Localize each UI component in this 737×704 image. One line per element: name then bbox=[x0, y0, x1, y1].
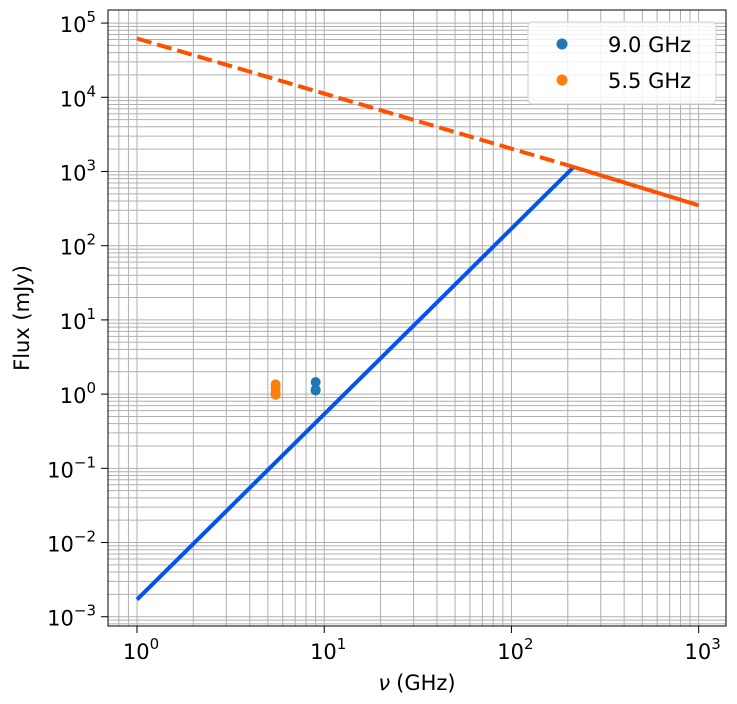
data-point bbox=[310, 377, 321, 388]
x-axis-label-unit: (GHz) bbox=[396, 671, 455, 695]
legend-marker bbox=[556, 38, 568, 50]
data-point bbox=[310, 385, 321, 396]
model-lines bbox=[135, 36, 700, 602]
y-tick-label: 10−3 bbox=[47, 602, 96, 631]
grid bbox=[107, 10, 726, 626]
x-tick-label: 103 bbox=[685, 635, 721, 664]
x-axis-label: ν (GHz) bbox=[378, 671, 455, 695]
x-tick-label: 101 bbox=[310, 635, 346, 664]
legend-label: 9.0 GHz bbox=[608, 33, 691, 57]
data-points bbox=[270, 377, 321, 400]
x-tick-label: 100 bbox=[123, 635, 159, 664]
y-axis-ticks: 10−3 10−2 10−1 100 101 102 103 104 105 bbox=[47, 8, 108, 631]
legend-label: 5.5 GHz bbox=[608, 69, 691, 93]
y-tick-label: 102 bbox=[60, 231, 96, 260]
y-tick-label: 100 bbox=[60, 379, 96, 408]
y-tick-label: 105 bbox=[60, 8, 96, 37]
model-line-solid bbox=[135, 165, 576, 602]
x-axis-label-symbol: ν bbox=[378, 671, 390, 695]
x-axis-ticks: 100 101 102 103 bbox=[123, 626, 721, 664]
plot-frame bbox=[107, 9, 727, 627]
y-axis-label: Flux (mJy) bbox=[10, 265, 34, 371]
legend-box bbox=[527, 21, 717, 105]
legend-marker bbox=[556, 74, 568, 86]
y-tick-label: 10−2 bbox=[47, 528, 96, 557]
model-line-dashed bbox=[136, 36, 575, 169]
y-tick-label: 10−1 bbox=[47, 453, 96, 482]
data-point bbox=[270, 389, 281, 400]
model-line-solid bbox=[573, 165, 700, 208]
legend: 9.0 GHz 5.5 GHz bbox=[527, 21, 717, 105]
y-tick-label: 101 bbox=[60, 305, 96, 334]
x-tick-label: 102 bbox=[497, 635, 533, 664]
y-tick-label: 104 bbox=[60, 82, 96, 111]
y-tick-label: 103 bbox=[60, 156, 96, 185]
